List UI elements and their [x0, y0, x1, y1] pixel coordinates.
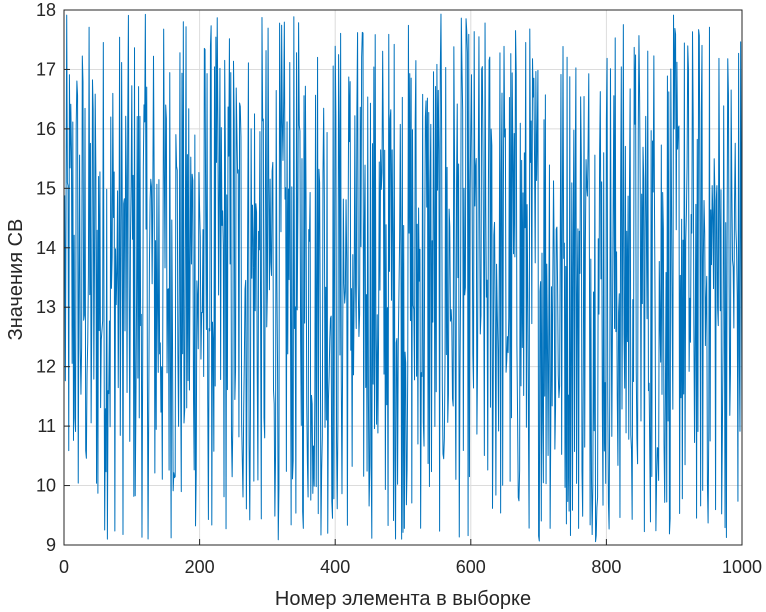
y-tick-label: 16: [36, 119, 56, 139]
y-tick-label: 13: [36, 297, 56, 317]
y-tick-label: 17: [36, 59, 56, 79]
x-tick-labels: 0 200 400 600 800 1000: [59, 539, 762, 577]
y-tick-labels: 9 10 11 12 13 14 15 16 17 18: [36, 0, 70, 555]
x-tick-label: 1000: [722, 557, 762, 577]
y-tick-label: 11: [37, 416, 56, 436]
x-tick-label: 600: [456, 557, 486, 577]
y-tick-label: 15: [36, 178, 56, 198]
x-tick-label: 0: [59, 557, 69, 577]
x-axis-title: Номер элемента в выборке: [275, 588, 531, 610]
x-tick-label: 800: [591, 557, 621, 577]
x-tick-label: 200: [185, 557, 215, 577]
y-tick-label: 14: [36, 238, 56, 258]
y-tick-label: 10: [36, 476, 56, 496]
y-tick-label: 18: [36, 0, 56, 20]
y-tick-label: 9: [46, 535, 56, 555]
x-tick-label: 400: [320, 557, 350, 577]
y-axis-title: Значения СВ: [5, 219, 27, 341]
series-layer: [64, 13, 743, 543]
y-tick-label: 12: [36, 357, 56, 377]
axes-box: [63, 9, 743, 546]
series-line: [64, 13, 743, 543]
